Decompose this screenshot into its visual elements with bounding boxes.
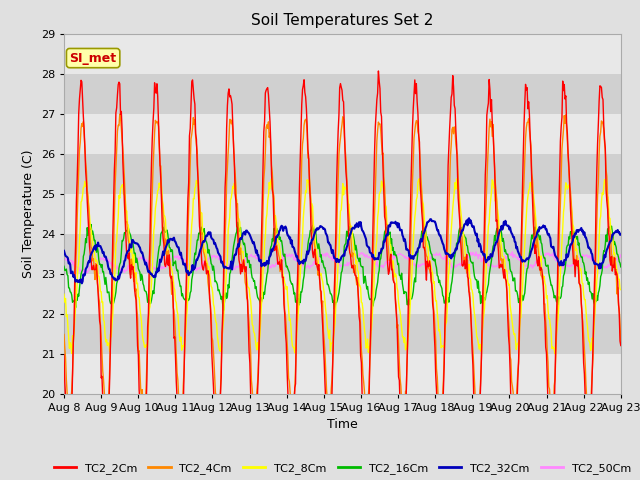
TC2_4Cm <box>129 268 137 274</box>
TC2_4Cm <box>215 405 223 410</box>
TC2_50Cm <box>509 249 516 255</box>
Legend: TC2_2Cm, TC2_4Cm, TC2_8Cm, TC2_16Cm, TC2_32Cm, TC2_50Cm: TC2_2Cm, TC2_4Cm, TC2_8Cm, TC2_16Cm, TC2… <box>49 458 636 478</box>
TC2_32Cm <box>60 248 68 254</box>
TC2_16Cm <box>412 279 419 285</box>
TC2_16Cm <box>428 252 436 257</box>
Bar <box>64 34 621 73</box>
TC2_50Cm <box>428 254 435 260</box>
TC2_8Cm <box>127 243 135 249</box>
TC2_2Cm <box>428 282 436 288</box>
TC2_8Cm <box>70 330 78 336</box>
TC2_8Cm <box>551 351 559 357</box>
TC2_16Cm <box>184 296 192 302</box>
TC2_32Cm <box>70 272 78 278</box>
TC2_16Cm <box>70 298 78 303</box>
TC2_32Cm <box>128 237 136 243</box>
TC2_16Cm <box>60 264 68 269</box>
TC2_2Cm <box>127 262 135 268</box>
TC2_32Cm <box>214 250 222 256</box>
TC2_2Cm <box>214 452 222 457</box>
Line: TC2_50Cm: TC2_50Cm <box>64 252 621 273</box>
TC2_4Cm <box>617 340 625 346</box>
TC2_16Cm <box>234 219 241 225</box>
TC2_8Cm <box>428 264 435 269</box>
TC2_2Cm <box>70 320 78 326</box>
Line: TC2_16Cm: TC2_16Cm <box>64 222 621 311</box>
Bar <box>64 114 621 154</box>
TC2_8Cm <box>214 333 221 338</box>
TC2_4Cm <box>60 332 68 337</box>
TC2_50Cm <box>617 252 625 258</box>
TC2_16Cm <box>617 264 625 270</box>
Line: TC2_2Cm: TC2_2Cm <box>64 71 621 458</box>
TC2_8Cm <box>60 291 68 297</box>
TC2_4Cm <box>428 283 436 289</box>
TC2_8Cm <box>617 287 625 292</box>
TC2_2Cm <box>617 343 625 348</box>
TC2_4Cm <box>116 111 124 117</box>
TC2_50Cm <box>411 263 419 268</box>
TC2_50Cm <box>214 253 222 259</box>
TC2_8Cm <box>184 290 192 296</box>
TC2_50Cm <box>70 263 78 269</box>
TC2_2Cm <box>177 456 184 461</box>
Text: SI_met: SI_met <box>70 51 116 65</box>
Bar <box>64 193 621 234</box>
TC2_2Cm <box>60 352 68 358</box>
TC2_32Cm <box>185 272 193 278</box>
Line: TC2_32Cm: TC2_32Cm <box>64 218 621 283</box>
Bar <box>64 274 621 313</box>
TC2_4Cm <box>70 327 78 333</box>
Line: TC2_4Cm: TC2_4Cm <box>64 114 621 425</box>
TC2_2Cm <box>374 68 382 74</box>
TC2_32Cm <box>411 252 419 258</box>
TC2_32Cm <box>465 216 473 221</box>
Y-axis label: Soil Temperature (C): Soil Temperature (C) <box>22 149 35 278</box>
TC2_2Cm <box>185 180 193 186</box>
Line: TC2_8Cm: TC2_8Cm <box>64 179 621 354</box>
TC2_50Cm <box>60 258 68 264</box>
X-axis label: Time: Time <box>327 418 358 431</box>
TC2_32Cm <box>78 280 86 286</box>
TC2_8Cm <box>411 215 419 220</box>
Title: Soil Temperatures Set 2: Soil Temperatures Set 2 <box>252 13 433 28</box>
TC2_32Cm <box>617 232 625 238</box>
TC2_16Cm <box>220 308 227 313</box>
TC2_16Cm <box>214 282 221 288</box>
TC2_50Cm <box>83 270 91 276</box>
Bar <box>64 354 621 394</box>
TC2_8Cm <box>268 176 275 181</box>
TC2_32Cm <box>428 216 435 222</box>
TC2_16Cm <box>127 237 135 243</box>
TC2_4Cm <box>103 422 111 428</box>
TC2_50Cm <box>185 261 193 267</box>
TC2_50Cm <box>128 259 136 265</box>
TC2_4Cm <box>412 121 419 127</box>
TC2_4Cm <box>186 185 193 191</box>
TC2_2Cm <box>412 91 419 96</box>
